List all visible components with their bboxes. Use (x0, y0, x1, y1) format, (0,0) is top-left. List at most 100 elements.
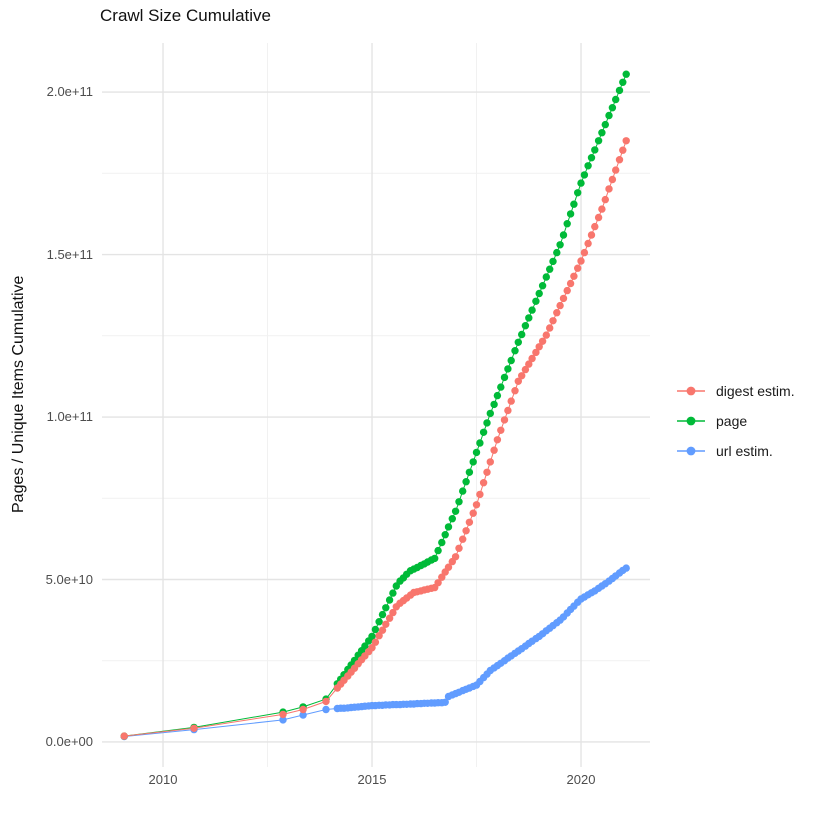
data-point (190, 724, 198, 732)
data-point (559, 294, 568, 303)
data-point (580, 248, 589, 257)
data-point (451, 507, 460, 515)
data-point (601, 195, 609, 204)
data-point (375, 632, 383, 640)
data-point (619, 146, 627, 154)
data-point (385, 596, 394, 604)
data-point (546, 265, 554, 273)
data-point (542, 331, 550, 339)
data-point (553, 309, 561, 317)
data-point (622, 564, 630, 572)
data-point (514, 377, 522, 385)
data-point (441, 531, 449, 539)
series-points-url-estim- (120, 564, 630, 741)
data-point (490, 400, 498, 409)
legend-item: page (676, 406, 795, 436)
data-point (511, 347, 519, 355)
data-point (486, 458, 494, 466)
legend-label: url estim. (716, 443, 773, 459)
data-point (279, 710, 287, 719)
data-point (493, 391, 502, 400)
data-point (322, 697, 330, 706)
data-point (507, 356, 515, 365)
data-point (574, 264, 582, 272)
data-point (382, 620, 390, 628)
data-point (434, 579, 442, 587)
data-point (375, 618, 383, 626)
data-point (462, 527, 470, 535)
data-point (525, 314, 533, 322)
data-point (448, 515, 456, 523)
data-point (587, 231, 596, 239)
data-point (563, 286, 571, 295)
series-points-digest-estim- (120, 137, 630, 740)
data-point (455, 498, 463, 506)
data-point (472, 448, 481, 457)
y-tick-label: 1.5e+11 (46, 246, 93, 262)
data-point (472, 501, 481, 509)
data-point (528, 306, 536, 314)
y-tick-label: 1.0e+11 (46, 409, 93, 425)
series-points-page (120, 70, 630, 740)
data-point (549, 257, 557, 266)
data-point (486, 409, 494, 418)
data-point (490, 446, 498, 454)
data-point (459, 535, 467, 543)
data-point (521, 365, 530, 374)
data-point (608, 104, 617, 112)
data-point (511, 387, 519, 395)
data-point (368, 644, 376, 652)
data-point (479, 479, 488, 487)
data-point (525, 360, 533, 368)
data-point (438, 538, 446, 547)
data-point (619, 78, 627, 87)
data-point (584, 239, 592, 248)
data-point (553, 248, 561, 257)
data-point (476, 439, 484, 447)
data-point (493, 436, 502, 444)
data-point (371, 625, 380, 634)
data-point (479, 428, 488, 436)
data-point (556, 241, 564, 249)
legend-label: page (716, 413, 748, 429)
data-point (483, 468, 491, 476)
legend-key-icon (677, 386, 705, 396)
data-point (615, 86, 624, 95)
data-point (500, 416, 509, 424)
data-point (497, 383, 505, 391)
data-point (279, 716, 287, 724)
data-point (299, 705, 307, 714)
data-point (528, 354, 536, 363)
data-point (601, 120, 609, 129)
data-point (434, 546, 442, 555)
data-point (361, 642, 369, 650)
data-point (389, 589, 397, 597)
data-point (462, 478, 470, 486)
data-point (476, 490, 484, 499)
data-point (542, 273, 550, 281)
x-tick-label: 2010 (148, 772, 178, 787)
x-tick-label: 2020 (566, 772, 596, 787)
data-point (563, 220, 571, 228)
data-point (556, 301, 564, 310)
data-point (497, 426, 505, 434)
data-point (465, 518, 474, 526)
data-point (587, 154, 596, 162)
data-point (577, 179, 585, 187)
series-line (124, 567, 627, 737)
data-point (594, 213, 603, 222)
data-point (612, 166, 620, 174)
data-point (605, 111, 613, 120)
x-tick-label: 2015 (357, 772, 387, 787)
data-point (612, 95, 620, 104)
data-point (518, 372, 526, 380)
data-point (591, 146, 599, 154)
data-point (570, 200, 578, 208)
data-point (622, 70, 630, 78)
chart-title: Crawl Size Cumulative (100, 6, 271, 25)
data-point (535, 343, 543, 351)
data-point (605, 185, 613, 193)
data-point (389, 608, 397, 617)
data-point (577, 257, 585, 265)
